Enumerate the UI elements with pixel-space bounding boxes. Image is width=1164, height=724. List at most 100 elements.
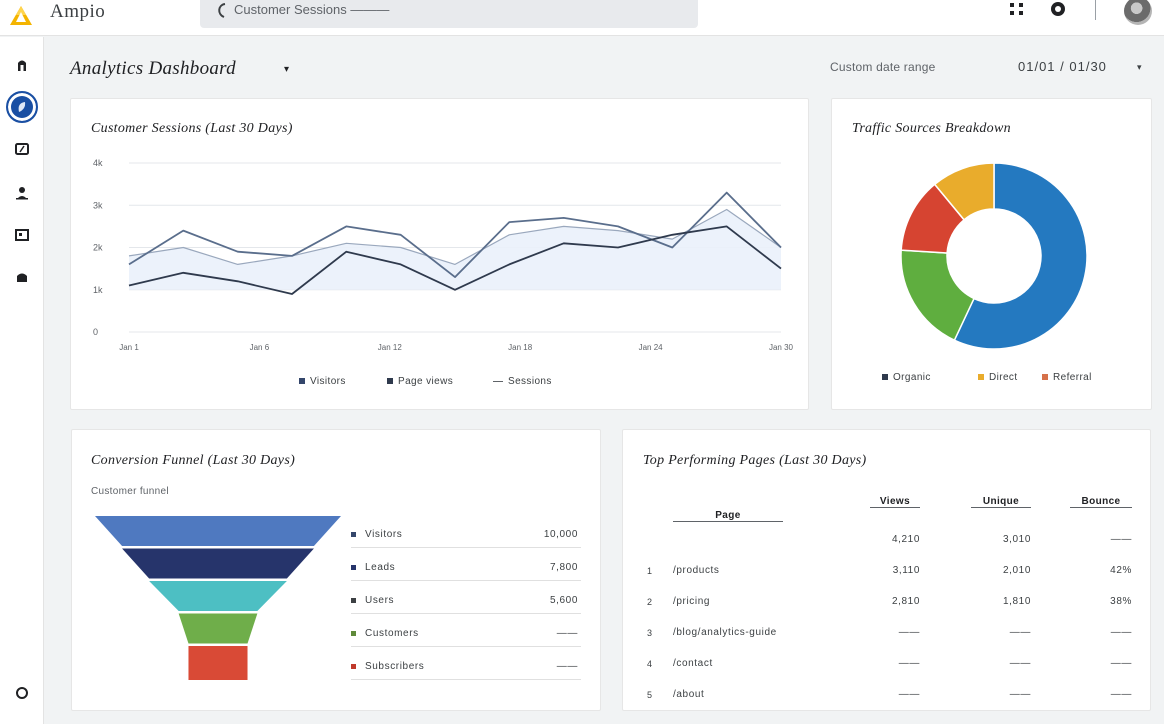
funnel-bullet (351, 564, 356, 570)
funnel-stage-label: Leads (351, 562, 395, 573)
calendar-icon (15, 229, 29, 241)
sidebar-item-storage[interactable] (6, 261, 38, 293)
views-cell: —— (898, 689, 920, 700)
user-icon (16, 187, 28, 200)
chevron-down-icon[interactable]: ▾ (1137, 62, 1142, 72)
bounce-cell: —— (1110, 658, 1132, 669)
divider (351, 547, 581, 548)
traffic-sources-donut (900, 162, 1088, 350)
page-path[interactable]: /contact (673, 658, 713, 669)
date-range-label[interactable]: Custom date range (830, 60, 936, 74)
funnel-stage-leads (122, 548, 314, 579)
x-tick-label: Jan 24 (639, 343, 664, 352)
title-dropdown-icon[interactable]: ▾ (284, 64, 290, 75)
x-tick-label: Jan 18 (508, 343, 533, 352)
funnel-bullet (351, 531, 356, 537)
y-tick-label: 1k (93, 285, 103, 295)
unique-cell: —— (1009, 658, 1031, 669)
funnel-bullet (351, 663, 356, 669)
avatar[interactable] (1124, 0, 1152, 25)
analytics-icon (18, 102, 26, 112)
settings-icon[interactable] (1047, 0, 1069, 22)
divider (351, 679, 581, 680)
unique-cell: 2,010 (1002, 565, 1031, 576)
page-path[interactable]: /about (673, 689, 705, 700)
page-path[interactable]: /products (673, 565, 720, 576)
funnel-stage-name: Visitors (365, 529, 403, 540)
sidebar-item-reports[interactable] (6, 133, 38, 165)
triangle-logo-icon[interactable] (8, 3, 34, 29)
sessions-line-chart: 4k 3k 2k 1k 0 Jan 1 Jan 6 Jan 12 Jan 18 Jan 24 Jan… (93, 158, 794, 352)
funnel-bullet (351, 597, 356, 603)
sidebar-item-settings[interactable] (6, 677, 38, 709)
x-tick-label: Jan 12 (378, 343, 403, 352)
funnel-card-title: Conversion Funnel (Last 30 Days) (91, 453, 296, 468)
legend-item[interactable]: Page views (387, 376, 453, 387)
legend-label: Direct (989, 372, 1018, 383)
sidebar-item-calendar[interactable] (6, 219, 38, 251)
column-header[interactable]: Page (673, 510, 783, 522)
bounce-cell: 38% (1110, 596, 1132, 607)
row-index: 3 (647, 628, 653, 638)
divider (351, 580, 581, 581)
legend-swatch (299, 378, 305, 385)
y-tick-label: 0 (93, 327, 98, 337)
bounce-cell: —— (1110, 534, 1132, 545)
views-cell: —— (898, 658, 920, 669)
app-title[interactable]: Ampio (50, 1, 106, 22)
legend-label: Sessions (508, 376, 552, 387)
funnel-stage-users (149, 581, 287, 611)
funnel-stage-value: 5,600 (549, 595, 578, 606)
database-icon (17, 273, 27, 282)
search-input[interactable] (234, 2, 674, 17)
views-cell: 3,110 (892, 565, 920, 576)
column-header[interactable]: Bounce (1070, 496, 1132, 508)
sessions-card-title: Customer Sessions (Last 30 Days) (91, 121, 293, 136)
legend-swatch (978, 374, 984, 381)
series-line-page-views (128, 225, 782, 295)
funnel-stage-subscribers (188, 646, 248, 680)
conversion-funnel-card: Conversion Funnel (Last 30 Days) Custome… (71, 429, 601, 711)
funnel-stage-name: Leads (365, 562, 396, 573)
series-line-sessions (128, 208, 782, 265)
donut-slice-organic (953, 162, 1088, 350)
legend-item[interactable]: Visitors (299, 376, 346, 387)
funnel-bullet (351, 630, 356, 636)
search-icon[interactable] (214, 2, 230, 20)
legend-item[interactable]: Referral (1042, 372, 1092, 383)
page-path[interactable]: /pricing (673, 596, 711, 607)
column-header[interactable]: Unique (971, 496, 1031, 508)
toolbar-divider (1095, 0, 1096, 20)
sidebar-item-home[interactable] (6, 49, 38, 81)
views-cell: 4,210 (891, 534, 920, 545)
divider (351, 613, 581, 614)
series-line-visitors (128, 191, 782, 278)
date-range-value[interactable]: 01/01 / 01/30 (1018, 59, 1107, 74)
sidebar-item-users[interactable] (6, 177, 38, 209)
legend-label: Referral (1053, 372, 1092, 383)
funnel-stage-value: 7,800 (549, 562, 578, 573)
legend-item[interactable]: Sessions (493, 376, 552, 387)
apps-icon[interactable] (1006, 0, 1028, 22)
x-tick-label: Jan 1 (119, 343, 139, 352)
bounce-cell: —— (1110, 689, 1132, 700)
traffic-sources-title: Traffic Sources Breakdown (852, 121, 1011, 136)
row-index: 2 (647, 597, 653, 607)
page-path[interactable]: /blog/analytics-guide (673, 627, 777, 638)
funnel-card-subtitle: Customer funnel (91, 486, 169, 497)
row-index: 5 (647, 690, 653, 700)
legend-item[interactable]: Direct (978, 372, 1018, 383)
funnel-stage-visitors (95, 516, 341, 546)
conversion-funnel-chart (95, 516, 341, 680)
unique-cell: —— (1009, 689, 1031, 700)
funnel-stage-customers (178, 613, 258, 644)
legend-line-swatch (493, 380, 503, 382)
legend-item[interactable]: Organic (882, 372, 931, 383)
legend-label: Organic (893, 372, 931, 383)
funnel-stage-label: Subscribers (351, 661, 424, 672)
legend-swatch (882, 374, 888, 381)
column-header[interactable]: Views (870, 496, 920, 508)
sidebar-item-analytics[interactable] (6, 91, 38, 123)
search-box[interactable] (200, 0, 698, 28)
row-index: 4 (647, 659, 653, 669)
